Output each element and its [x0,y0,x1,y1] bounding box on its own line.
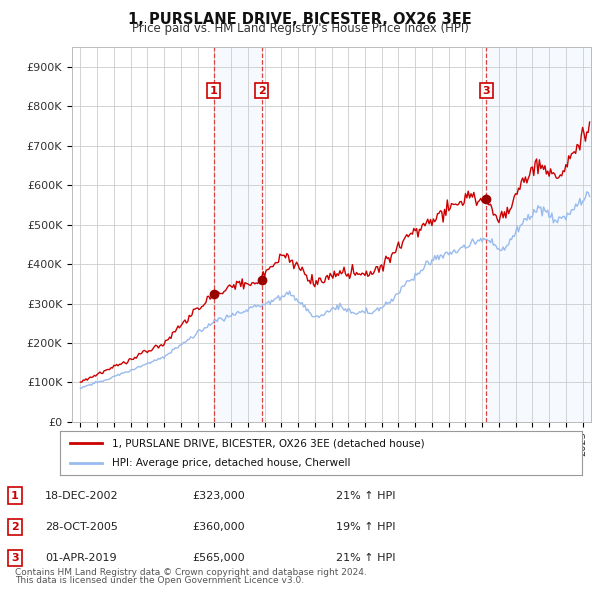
Text: Price paid vs. HM Land Registry's House Price Index (HPI): Price paid vs. HM Land Registry's House … [131,22,469,35]
Text: £565,000: £565,000 [192,553,245,563]
Text: 21% ↑ HPI: 21% ↑ HPI [336,491,395,500]
Text: Contains HM Land Registry data © Crown copyright and database right 2024.: Contains HM Land Registry data © Crown c… [15,568,367,577]
Text: 1: 1 [210,86,218,96]
Text: 3: 3 [482,86,490,96]
Text: 18-DEC-2002: 18-DEC-2002 [45,491,119,500]
Text: 21% ↑ HPI: 21% ↑ HPI [336,553,395,563]
Text: 3: 3 [11,553,19,563]
Text: HPI: Average price, detached house, Cherwell: HPI: Average price, detached house, Cher… [112,458,350,467]
Text: 1, PURSLANE DRIVE, BICESTER, OX26 3EE: 1, PURSLANE DRIVE, BICESTER, OX26 3EE [128,12,472,27]
Text: 1, PURSLANE DRIVE, BICESTER, OX26 3EE (detached house): 1, PURSLANE DRIVE, BICESTER, OX26 3EE (d… [112,438,425,448]
Bar [214,47,262,422]
Text: 2: 2 [11,522,19,532]
Text: £323,000: £323,000 [192,491,245,500]
Text: This data is licensed under the Open Government Licence v3.0.: This data is licensed under the Open Gov… [15,576,304,585]
Text: 28-OCT-2005: 28-OCT-2005 [45,522,118,532]
Text: 01-APR-2019: 01-APR-2019 [45,553,116,563]
Text: 1: 1 [11,491,19,500]
Text: 19% ↑ HPI: 19% ↑ HPI [336,522,395,532]
Text: £360,000: £360,000 [192,522,245,532]
Text: 2: 2 [258,86,266,96]
Bar [487,47,591,422]
